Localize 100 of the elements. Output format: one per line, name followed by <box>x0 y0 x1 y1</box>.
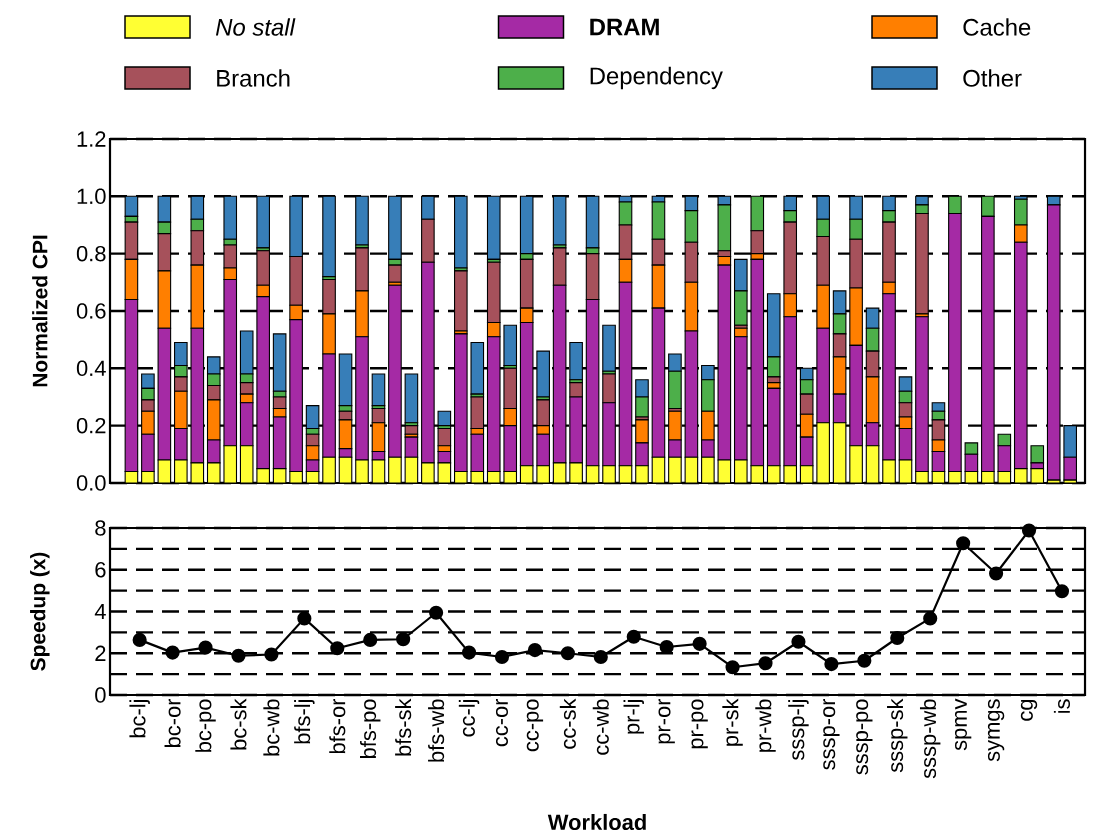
x-tick-label: is <box>1053 699 1071 713</box>
y-tick-label: 8 <box>95 520 106 536</box>
point <box>527 642 542 658</box>
y-tick-label: 0.2 <box>76 417 106 434</box>
bar <box>486 195 501 260</box>
bar <box>272 333 287 392</box>
bar <box>1030 445 1045 464</box>
bar <box>124 195 139 217</box>
x-tick-label: symgs <box>987 699 1005 762</box>
point <box>1021 523 1037 538</box>
x-tick-label: cc-sk <box>559 698 576 749</box>
point <box>330 640 345 656</box>
x-tick-label: sssp-sk <box>887 698 908 773</box>
y-axis-title: Speedup (x) <box>30 552 50 671</box>
x-tick-label: bfs-or <box>329 698 346 753</box>
x-tick-label: pr-or <box>658 698 675 744</box>
bar <box>519 195 534 255</box>
bar <box>322 195 336 277</box>
point <box>923 611 938 626</box>
y-tick-label: 0.0 <box>76 475 106 491</box>
y-tick-label: 6 <box>95 561 106 578</box>
bar <box>585 195 600 249</box>
x-tick-label: pr-lj <box>623 699 644 734</box>
x-tick-label: bc-sk <box>230 698 247 750</box>
x-tick-label: bfs-po <box>360 699 381 758</box>
legend-label: Cache <box>963 18 1031 36</box>
x-tick-label: pr-sk <box>722 698 743 746</box>
x-tick-label: bc-or <box>164 698 181 747</box>
point <box>560 645 575 661</box>
bar <box>404 373 419 424</box>
point <box>132 632 147 647</box>
y-axis-title: Normalized CPI <box>32 235 48 387</box>
bar <box>536 350 550 398</box>
y-tick-label: 2 <box>95 645 106 661</box>
y-tick-label: 0.6 <box>76 303 106 319</box>
x-tick-label: cc-or <box>495 698 508 747</box>
bar <box>552 195 567 246</box>
point <box>791 634 806 649</box>
bar <box>454 195 468 269</box>
x-tick-label: cg <box>1020 699 1038 721</box>
x-tick-label: sssp-wb <box>919 699 941 779</box>
x-tick-label: cc-po <box>526 699 544 751</box>
bar <box>256 195 270 249</box>
x-tick-label: bc-wb <box>263 699 280 756</box>
bar <box>437 410 452 427</box>
x-tick-label: pr-wb <box>755 699 776 752</box>
legend-label: Dependency <box>590 66 723 89</box>
legend-label: DRAM <box>590 18 659 36</box>
x-tick-label: cc-wb <box>592 699 609 755</box>
bar <box>569 341 583 381</box>
x-tick-label: bc-po <box>195 699 216 752</box>
point <box>429 605 444 620</box>
y-tick-label: 0 <box>95 687 106 703</box>
y-tick-label: 0.8 <box>76 245 106 262</box>
point <box>396 632 411 647</box>
x-tick-label: sssp-or <box>823 698 840 770</box>
bar <box>388 195 402 260</box>
y-tick-label: 4 <box>94 603 106 619</box>
x-tick-label: sssp-po <box>856 699 873 775</box>
bar <box>470 341 485 395</box>
bar <box>355 195 369 246</box>
legend-label: No stall <box>215 18 296 36</box>
point <box>824 656 839 671</box>
bar <box>602 324 616 372</box>
point <box>1054 584 1070 599</box>
x-tick-label: sssp-lj <box>788 699 809 760</box>
point <box>363 632 378 647</box>
legend-label: Other <box>963 69 1022 87</box>
point <box>890 630 905 645</box>
point <box>297 611 312 626</box>
bar <box>404 424 419 435</box>
point <box>989 566 1004 581</box>
x-tick-label: cc-lj <box>458 699 480 737</box>
x-tick-label: bfs-lj <box>294 699 315 744</box>
y-tick-label: 1.0 <box>77 188 106 204</box>
x-tick-label: bc-lj <box>129 699 150 738</box>
bar <box>223 195 238 240</box>
point <box>857 653 872 668</box>
point <box>692 636 707 651</box>
x-tick-label: pr-po <box>691 699 708 749</box>
point <box>165 645 180 660</box>
x-tick-label: spmv <box>954 698 972 751</box>
point <box>461 645 477 660</box>
point <box>494 649 510 664</box>
point <box>725 659 740 675</box>
x-axis-title: Workload <box>547 813 646 830</box>
y-tick-label: 0.4 <box>76 360 106 376</box>
y-tick-label: 1.2 <box>77 131 106 147</box>
point <box>264 647 279 662</box>
point <box>198 640 213 655</box>
x-tick-label: bfs-sk <box>395 698 412 756</box>
point <box>758 656 773 671</box>
point <box>956 535 971 551</box>
point <box>231 648 246 663</box>
point <box>593 649 608 664</box>
bar <box>454 270 468 332</box>
bar <box>371 373 386 406</box>
point <box>659 639 674 654</box>
x-tick-label: bfs-wb <box>428 699 445 762</box>
point <box>626 629 641 644</box>
